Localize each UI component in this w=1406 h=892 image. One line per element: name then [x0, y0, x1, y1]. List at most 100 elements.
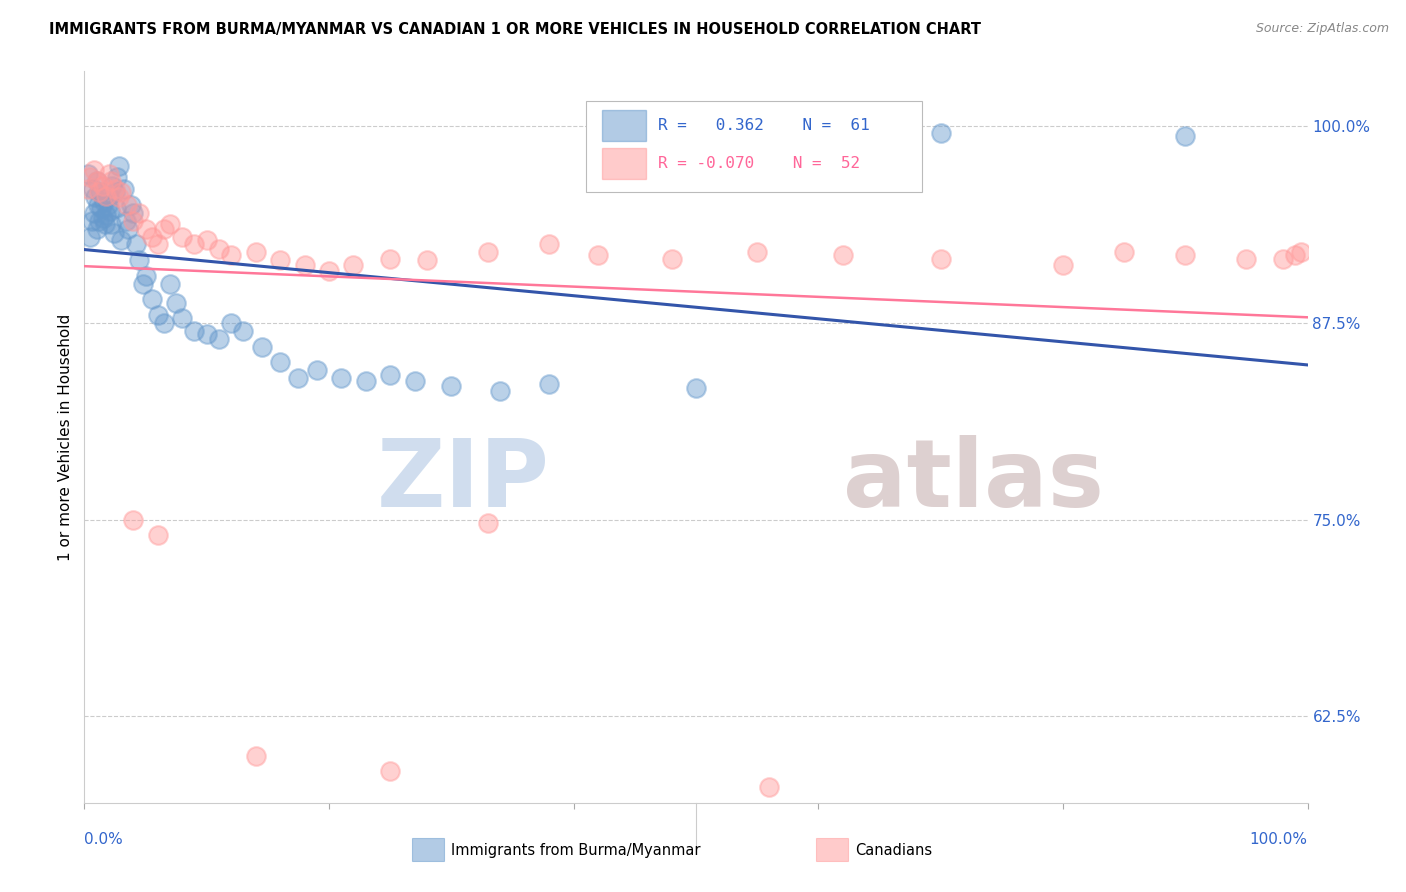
- Point: [831, 248, 853, 262]
- Point: [122, 214, 145, 228]
- Point: [538, 377, 561, 392]
- Point: [380, 368, 402, 382]
- Point: [183, 237, 205, 252]
- Point: [87, 186, 110, 200]
- Point: [141, 229, 163, 244]
- Point: [135, 268, 157, 283]
- Point: [135, 221, 157, 235]
- Point: [112, 182, 135, 196]
- Point: [685, 380, 707, 394]
- Point: [538, 237, 561, 252]
- Text: Source: ZipAtlas.com: Source: ZipAtlas.com: [1256, 22, 1389, 36]
- Point: [318, 264, 340, 278]
- Point: [97, 167, 120, 181]
- Text: IMMIGRANTS FROM BURMA/MYANMAR VS CANADIAN 1 OR MORE VEHICLES IN HOUSEHOLD CORREL: IMMIGRANTS FROM BURMA/MYANMAR VS CANADIA…: [49, 22, 981, 37]
- Point: [159, 217, 181, 231]
- Point: [98, 204, 121, 219]
- Point: [477, 245, 499, 260]
- Point: [929, 252, 952, 266]
- Point: [929, 126, 952, 140]
- Point: [91, 179, 114, 194]
- Point: [219, 248, 242, 262]
- Point: [110, 186, 132, 200]
- Point: [120, 198, 142, 212]
- FancyBboxPatch shape: [602, 110, 645, 141]
- Point: [153, 221, 176, 235]
- Point: [208, 332, 231, 346]
- Point: [330, 371, 353, 385]
- Point: [104, 182, 127, 196]
- Point: [77, 167, 100, 181]
- Point: [83, 163, 105, 178]
- Point: [165, 295, 187, 310]
- Point: [80, 214, 103, 228]
- Point: [87, 198, 110, 212]
- Point: [146, 528, 169, 542]
- Point: [79, 169, 101, 184]
- Point: [1174, 128, 1197, 143]
- Point: [122, 206, 145, 220]
- Point: [122, 513, 145, 527]
- Point: [101, 179, 124, 194]
- Point: [100, 174, 122, 188]
- Text: ZIP: ZIP: [377, 435, 550, 527]
- Point: [86, 221, 108, 235]
- Point: [132, 277, 155, 291]
- Point: [661, 252, 683, 266]
- Text: Immigrants from Burma/Myanmar: Immigrants from Burma/Myanmar: [451, 843, 700, 858]
- Point: [195, 326, 218, 341]
- Point: [87, 214, 110, 228]
- Point: [97, 188, 120, 202]
- Point: [103, 227, 125, 241]
- Point: [404, 374, 426, 388]
- Point: [287, 371, 309, 385]
- Point: [1272, 252, 1295, 266]
- Point: [380, 764, 402, 779]
- Point: [1284, 248, 1306, 262]
- Point: [440, 379, 463, 393]
- Point: [1114, 245, 1136, 260]
- Point: [380, 252, 402, 266]
- Point: [219, 316, 242, 330]
- Text: R = -0.070    N =  52: R = -0.070 N = 52: [658, 156, 860, 171]
- Point: [245, 245, 267, 260]
- Point: [117, 221, 139, 235]
- Point: [100, 217, 122, 231]
- Point: [195, 233, 218, 247]
- Point: [107, 190, 129, 204]
- Y-axis label: 1 or more Vehicles in Household: 1 or more Vehicles in Household: [58, 313, 73, 561]
- Point: [183, 324, 205, 338]
- Point: [115, 198, 138, 212]
- Point: [90, 201, 112, 215]
- Point: [208, 242, 231, 256]
- Point: [758, 780, 780, 794]
- FancyBboxPatch shape: [815, 838, 848, 862]
- Point: [96, 188, 118, 202]
- FancyBboxPatch shape: [586, 101, 922, 192]
- Text: R =   0.362    N =  61: R = 0.362 N = 61: [658, 118, 870, 133]
- Text: 0.0%: 0.0%: [84, 832, 124, 847]
- Point: [86, 174, 108, 188]
- Point: [104, 186, 127, 200]
- Point: [416, 253, 439, 268]
- Point: [172, 311, 194, 326]
- Point: [128, 206, 150, 220]
- Point: [305, 363, 328, 377]
- FancyBboxPatch shape: [602, 148, 645, 179]
- Point: [94, 217, 117, 231]
- Point: [153, 316, 176, 330]
- Point: [97, 198, 120, 212]
- FancyBboxPatch shape: [412, 838, 444, 862]
- Point: [125, 237, 148, 252]
- Point: [105, 169, 128, 184]
- Point: [586, 248, 609, 262]
- Point: [1174, 248, 1197, 262]
- Point: [269, 253, 291, 268]
- Point: [146, 237, 169, 252]
- Point: [1291, 245, 1313, 260]
- Point: [110, 233, 132, 247]
- Point: [105, 201, 128, 215]
- Point: [747, 245, 769, 260]
- Point: [77, 182, 100, 196]
- Point: [342, 258, 364, 272]
